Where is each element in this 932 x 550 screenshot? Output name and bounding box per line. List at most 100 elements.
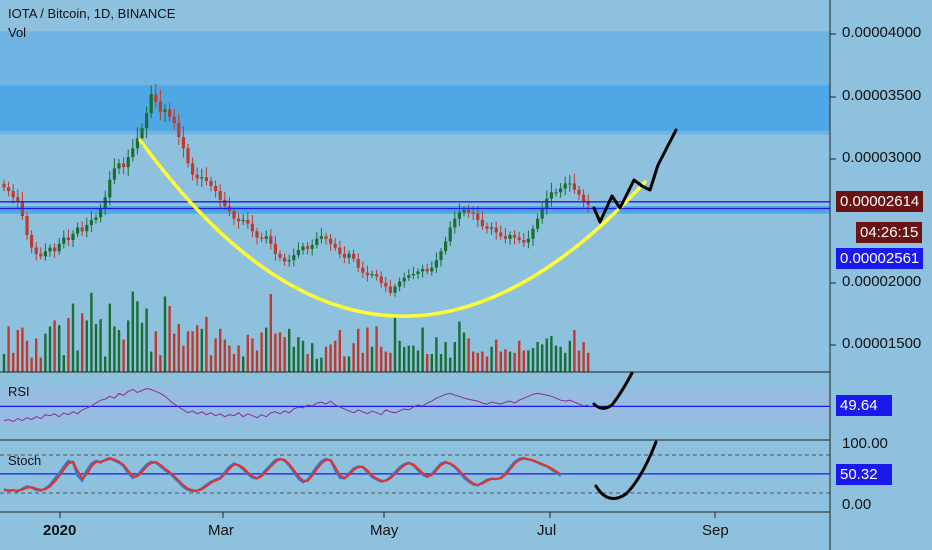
resistance-zone-core [0,85,830,131]
volume-bar [2,354,6,372]
candle-body [421,268,425,272]
volume-bar [357,328,360,372]
candle-body [485,226,489,229]
candle-body [158,101,162,112]
candle-body [200,177,204,179]
volume-bar [403,346,406,372]
candle-body [16,197,20,202]
candle-body [154,94,158,102]
volume-bar [370,346,374,372]
volume-bar [458,321,461,372]
stoch-tick-label: 0.00 [842,496,872,513]
candle-body [522,240,526,243]
rsi-label: RSI [8,384,30,399]
y-tick-label: 0.00003500 [842,87,922,104]
volume-bar [485,356,489,372]
candle-body [398,281,402,287]
candle-body [283,257,287,262]
candle-body [140,128,144,139]
candle-body [508,235,512,239]
volume-bar [30,357,33,372]
volume-bar [393,314,397,372]
volume-bar [430,354,433,372]
candle-body [379,276,383,283]
candle-body [181,136,185,149]
volume-bar [39,357,42,372]
candle-body [80,227,84,232]
candle-body [315,238,319,246]
volume-bar [389,352,392,372]
candle-body [370,273,374,276]
candle-body [112,168,116,180]
volume-bar [527,350,530,372]
volume-bar [453,342,456,372]
volume-bar [136,301,139,372]
candle-body [89,219,93,225]
candle-body [306,246,310,249]
candle-body [448,227,452,242]
volume-bar [246,334,249,372]
candle-body [333,243,337,248]
candle-body [122,163,126,168]
candle-body [411,273,415,276]
volume-bar [522,350,525,372]
volume-bar [329,344,332,372]
candle-body [310,245,314,249]
candle-body [434,260,438,268]
candle-body [329,238,333,244]
candle-body [393,286,397,293]
volume-bar [131,291,134,372]
candle-body [241,219,245,222]
volume-bar [472,351,475,372]
candle-body [453,218,457,228]
candle-body [250,223,254,232]
candle-body [131,148,135,158]
candle-body [2,183,6,188]
volume-bar [481,351,484,372]
candle-body [71,233,75,241]
candle-body [476,213,480,220]
candle-body [168,109,172,117]
candle-body [407,275,411,278]
volume-bar [25,340,29,372]
candle-body [260,237,264,239]
rsi-value-tag: 49.64 [836,395,892,416]
candle-body [269,236,273,244]
volume-bar [113,326,116,372]
volume-bar [416,350,420,372]
volume-bar [444,342,447,372]
rsi-projection [592,371,634,410]
volume-bar [587,352,590,372]
last-price-tag: 0.00002614 [836,191,924,212]
volume-bar [122,339,125,372]
candle-body [53,247,57,252]
candle-body [563,183,567,189]
candle-body [177,123,181,137]
candle-body [214,186,218,192]
candle-body [549,192,553,199]
candle-body [186,148,190,164]
candle-body [365,272,369,276]
projection-path [592,128,678,224]
volume-bar [375,326,378,372]
volume-bar [99,319,102,372]
candle-body [545,198,549,209]
volume-bar [94,324,98,372]
volume-bar [58,325,61,372]
candle-body [586,201,590,205]
volume-bar [384,351,387,372]
volume-bar [223,339,226,372]
candle-body [444,241,448,252]
x-tick-label: Jul [537,522,557,539]
candle-body [347,253,351,258]
volume-bar [228,345,231,372]
volume-bar [301,340,305,372]
candle-body [191,163,195,175]
candle-body [25,216,29,236]
candle-body [246,219,250,224]
volume-bar [324,346,328,372]
candle-body [7,187,11,192]
candle-body [76,227,80,234]
volume-bar [177,324,180,372]
candle-body [209,180,213,186]
